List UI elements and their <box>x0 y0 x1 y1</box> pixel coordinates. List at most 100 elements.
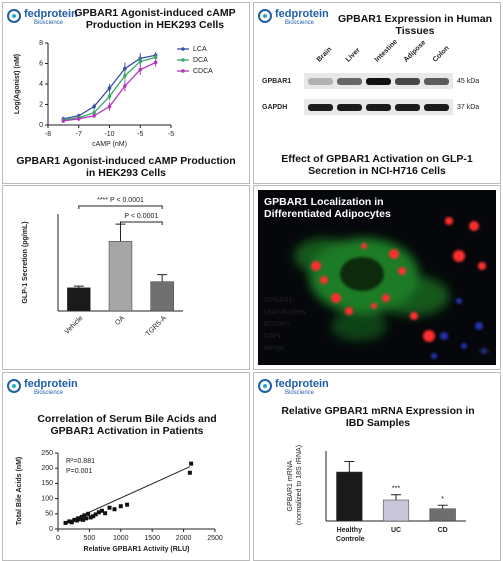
point <box>76 117 81 121</box>
bracket <box>120 221 163 225</box>
point <box>81 517 86 522</box>
channel-label: Merge <box>264 345 284 352</box>
y-tick-label: 4 <box>39 81 43 88</box>
point <box>88 515 93 520</box>
x-tick-label: OA <box>114 315 126 327</box>
bar <box>150 281 174 312</box>
point <box>138 59 143 64</box>
point <box>86 511 91 516</box>
y-tick-label: 0 <box>39 122 43 129</box>
point <box>92 113 96 118</box>
bar <box>67 287 91 312</box>
band <box>424 104 449 111</box>
y-tick-label: 150 <box>41 480 53 487</box>
logo-name: fedprotein <box>275 8 329 20</box>
point <box>189 461 194 466</box>
x-tick-label: 2500 <box>207 535 223 542</box>
magnification: 60x <box>479 349 491 356</box>
point <box>72 517 77 522</box>
point <box>118 504 123 509</box>
panel-mrna: Healthy Controle UC CD *** * GPBAR1 mRNA (nor… <box>253 372 501 561</box>
y-tick-label: 6 <box>39 60 43 67</box>
lane-label: Liver <box>345 47 362 64</box>
blot-title: GPBAR1 Expression in Human Tissues <box>337 13 493 37</box>
y-tick-label: 0 <box>49 526 53 533</box>
point <box>187 470 192 475</box>
point <box>92 104 96 109</box>
point <box>84 516 89 521</box>
point <box>138 67 143 72</box>
point <box>74 518 79 523</box>
x-tick-label: -5 <box>168 131 174 138</box>
chart-title: GPBAR1 Agonist-induced cAMP Production i… <box>74 7 236 31</box>
legend-label: CDCA <box>193 68 213 75</box>
annotation: *** <box>392 486 400 493</box>
chart-title: Effect of GPBAR1 Activation on GLP-1 Sec… <box>281 153 473 177</box>
point <box>91 514 96 519</box>
chart-title: Correlation of Serum Bile Acids and GPBA… <box>37 413 217 437</box>
micrograph-title: GPBAR1 Localization in Differentiated Ad… <box>264 196 391 220</box>
x-tick-label: Vehicle <box>64 315 85 336</box>
point <box>63 520 68 525</box>
lane-label: Colon <box>432 45 451 64</box>
x-tick-label: -7 <box>76 131 82 138</box>
dapi-nuclei <box>431 298 487 359</box>
y-tick-label: 50 <box>45 511 53 518</box>
legend-label: LCA <box>193 46 207 53</box>
point <box>93 512 98 517</box>
band <box>366 78 391 85</box>
point <box>123 84 127 88</box>
point <box>123 66 127 71</box>
channel-label: GPBAR1 <box>264 297 293 304</box>
x-tick-label: -10 <box>104 131 114 138</box>
point <box>153 55 158 60</box>
logo-icon <box>7 9 21 23</box>
channel-label: BODIPY <box>264 321 291 328</box>
logo-tagline: Bioscience <box>34 390 64 396</box>
x-tick-label: 1000 <box>113 535 129 542</box>
panel-correlation: 0 500 1000 1500 2000 2500 0 50 100 150 200 250 Total… <box>2 372 250 561</box>
x-tick-label: TGR5-A <box>145 315 168 338</box>
y-axis-label: Total Bile Acids (nM) <box>16 457 23 525</box>
blot: Brain Liver Intestine Adipose Colon GPBAR1 45 … <box>262 38 479 115</box>
x-tick-label: 0 <box>56 535 60 542</box>
error-bar <box>115 223 126 242</box>
lane-label: Adipose <box>403 39 428 64</box>
logo-icon <box>258 379 272 393</box>
logo: fedprotein Bioscience <box>258 7 338 29</box>
point <box>123 74 127 78</box>
logo-icon <box>258 9 272 23</box>
band <box>395 78 420 85</box>
bar <box>382 499 410 522</box>
point <box>67 519 72 524</box>
logo: fedprotein Bioscience <box>258 377 338 399</box>
bar <box>336 471 363 522</box>
legend-marker <box>181 69 185 73</box>
lipid-droplets <box>311 217 486 342</box>
annotation: P < 0.0001 <box>124 213 158 220</box>
panel-glp1: Vehicle OA TGR5-A **** P < 0.0001 P < 0.0001… <box>2 185 250 370</box>
nucleus-region <box>340 257 384 291</box>
x-tick-label: 500 <box>84 535 96 542</box>
x-tick-label: 1500 <box>144 535 160 542</box>
band <box>308 78 333 85</box>
band <box>395 104 420 111</box>
band <box>337 104 362 111</box>
point <box>69 520 74 525</box>
x-tick-label: Healthy Controle <box>334 527 365 543</box>
bar <box>429 508 456 522</box>
annotation: P=0.001 <box>66 468 92 475</box>
panel-western-blot: Brain Liver Intestine Adipose Colon GPBAR1 45 … <box>253 2 501 184</box>
chart: Vehicle OA TGR5-A **** P < 0.0001 P < 0.0001… <box>22 197 183 338</box>
error-bar <box>157 274 168 282</box>
point <box>107 94 112 99</box>
band <box>337 78 362 85</box>
legend-marker <box>181 58 185 62</box>
point <box>125 502 130 507</box>
logo-tagline: Bioscience <box>285 20 315 26</box>
logo-tagline: Bioscience <box>34 20 64 26</box>
point <box>107 505 112 510</box>
band <box>366 104 391 111</box>
error-bar <box>391 494 401 500</box>
y-axis-label: GLP-1 Secretion (pg/mL) <box>22 221 29 303</box>
